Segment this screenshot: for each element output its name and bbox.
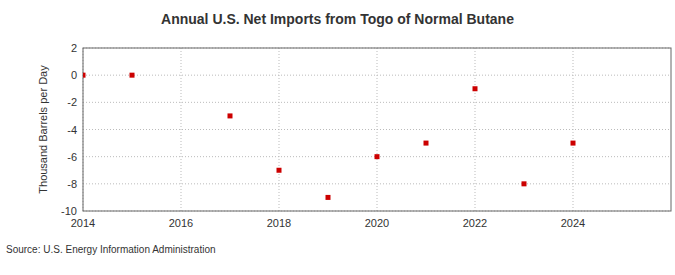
x-tick-label: 2016 [169, 217, 193, 229]
point [228, 113, 233, 118]
x-tick-label: 2022 [463, 217, 487, 229]
y-tick-label: -2 [67, 96, 77, 108]
x-tick-label: 2024 [561, 217, 585, 229]
x-tick-label: 2018 [267, 217, 291, 229]
y-tick-label: -8 [67, 178, 77, 190]
point [277, 168, 282, 173]
y-tick-label: -6 [67, 151, 77, 163]
point [571, 141, 576, 146]
grid-line [475, 48, 476, 211]
y-tick-label: -10 [61, 205, 77, 217]
title: Annual U.S. Net Imports from Togo of Nor… [161, 11, 514, 27]
point [522, 181, 527, 186]
chart: Annual U.S. Net Imports from Togo of Nor… [0, 0, 675, 275]
x-tick-label: 2020 [365, 217, 389, 229]
y-tick-label: 2 [71, 42, 77, 54]
point [424, 141, 429, 146]
y-axis-label: Thousand Barrels per Day [37, 65, 49, 194]
x-tick-label: 2014 [71, 217, 95, 229]
y-tick-label: -4 [67, 124, 77, 136]
grid-line [573, 48, 574, 211]
grid-line [181, 48, 182, 211]
point [375, 154, 380, 159]
point [326, 195, 331, 200]
plot-frame [83, 48, 671, 211]
points [83, 73, 576, 200]
y-tick-label: 0 [71, 69, 77, 81]
point [83, 73, 86, 78]
source: Source: U.S. Energy Information Administ… [6, 244, 216, 255]
point [473, 86, 478, 91]
grid-line [377, 48, 378, 211]
grid-line [279, 48, 280, 211]
point [130, 73, 135, 78]
